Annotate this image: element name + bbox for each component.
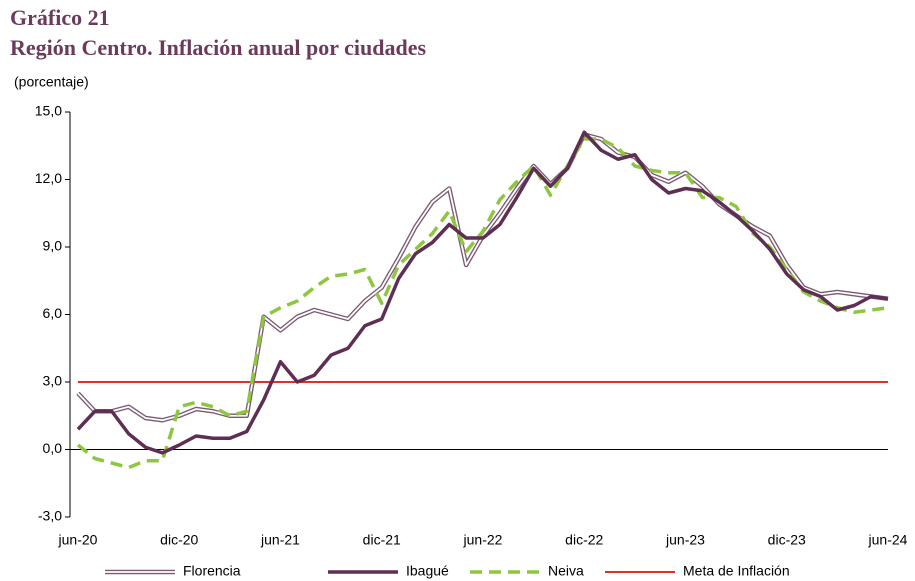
x-tick-label: dic-23 <box>768 532 806 548</box>
legend-label: Meta de Inflación <box>683 563 790 579</box>
x-tick-label: jun-23 <box>665 532 705 548</box>
series-line <box>76 132 889 423</box>
y-tick-label: -3,0 <box>38 508 62 524</box>
y-tick-label: 9,0 <box>43 238 63 254</box>
x-tick-label: jun-21 <box>260 532 300 548</box>
x-tick-label: jun-20 <box>58 532 98 548</box>
y-tick-label: 15,0 <box>35 103 62 119</box>
y-axis-label: (porcentaje) <box>14 74 89 90</box>
chart-title: Gráfico 21 <box>10 5 110 30</box>
series-line <box>76 130 889 455</box>
y-tick-label: 0,0 <box>43 440 63 456</box>
x-tick-label: jun-24 <box>868 532 908 548</box>
series-line <box>76 137 889 470</box>
legend-label: Neiva <box>548 563 584 579</box>
y-tick-label: 6,0 <box>43 305 63 321</box>
x-tick-label: jun-22 <box>463 532 503 548</box>
legend-label: Ibagué <box>406 563 449 579</box>
chart-subtitle: Región Centro. Inflación anual por ciuda… <box>10 35 426 60</box>
y-tick-label: 3,0 <box>43 373 63 389</box>
legend-label: Florencia <box>183 563 241 579</box>
line-inner <box>77 133 889 422</box>
x-tick-label: dic-21 <box>363 532 401 548</box>
x-tick-label: dic-22 <box>565 532 603 548</box>
y-tick-label: 12,0 <box>35 170 62 186</box>
x-tick-label: dic-20 <box>160 532 198 548</box>
